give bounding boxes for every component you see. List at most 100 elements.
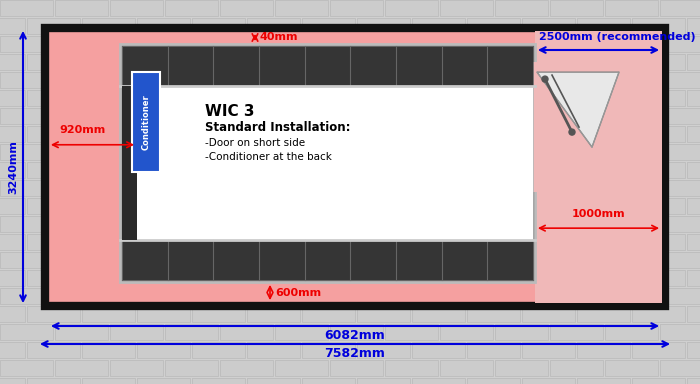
Bar: [137, 270, 190, 286]
Bar: [385, 144, 438, 160]
Bar: [165, 0, 218, 16]
Bar: [440, 0, 493, 16]
Bar: [577, 54, 630, 70]
Bar: [27, 306, 80, 322]
Bar: [357, 234, 410, 250]
Bar: [330, 252, 383, 268]
Bar: [330, 36, 383, 52]
Bar: [165, 36, 218, 52]
Bar: [55, 0, 108, 16]
Bar: [357, 162, 410, 178]
Bar: [137, 198, 190, 214]
Bar: [440, 360, 493, 376]
Text: 1000mm: 1000mm: [572, 209, 625, 219]
Bar: [0, 306, 25, 322]
Bar: [467, 126, 520, 142]
Bar: [275, 36, 328, 52]
Bar: [412, 126, 465, 142]
Bar: [275, 72, 328, 88]
Bar: [55, 144, 108, 160]
Bar: [385, 0, 438, 16]
Bar: [495, 288, 548, 304]
Bar: [0, 270, 25, 286]
Bar: [82, 378, 135, 384]
Bar: [357, 90, 410, 106]
Bar: [605, 72, 658, 88]
Bar: [302, 54, 355, 70]
Bar: [55, 360, 108, 376]
Bar: [165, 180, 218, 196]
Bar: [192, 54, 245, 70]
Bar: [412, 162, 465, 178]
Bar: [632, 126, 685, 142]
Bar: [275, 288, 328, 304]
Bar: [55, 360, 108, 376]
Bar: [165, 180, 218, 196]
Bar: [82, 126, 135, 142]
Bar: [550, 252, 603, 268]
Bar: [137, 342, 190, 358]
Bar: [0, 234, 25, 250]
Bar: [385, 288, 438, 304]
Bar: [577, 306, 630, 322]
Bar: [687, 342, 700, 358]
Bar: [357, 306, 410, 322]
Bar: [220, 324, 273, 340]
Bar: [247, 54, 300, 70]
Bar: [385, 360, 438, 376]
Bar: [55, 216, 108, 232]
Bar: [550, 36, 603, 52]
Bar: [220, 144, 273, 160]
Bar: [522, 126, 575, 142]
Bar: [110, 288, 163, 304]
Bar: [82, 306, 135, 322]
Bar: [385, 108, 438, 124]
Bar: [220, 72, 273, 88]
Bar: [275, 216, 328, 232]
Bar: [192, 306, 245, 322]
Bar: [467, 378, 520, 384]
Bar: [412, 54, 465, 70]
Bar: [275, 324, 328, 340]
Polygon shape: [537, 72, 619, 147]
Bar: [330, 144, 383, 160]
Bar: [605, 216, 658, 232]
Bar: [27, 126, 80, 142]
Bar: [247, 234, 300, 250]
Bar: [302, 306, 355, 322]
Bar: [247, 162, 300, 178]
Bar: [27, 234, 80, 250]
Bar: [550, 324, 603, 340]
Bar: [132, 72, 160, 172]
Bar: [137, 234, 190, 250]
Bar: [412, 306, 465, 322]
Bar: [55, 144, 108, 160]
Bar: [275, 180, 328, 196]
Bar: [192, 162, 245, 178]
Bar: [55, 252, 108, 268]
Bar: [632, 162, 685, 178]
Bar: [385, 324, 438, 340]
Bar: [357, 198, 410, 214]
Bar: [165, 144, 218, 160]
Bar: [357, 162, 410, 178]
Bar: [247, 126, 300, 142]
Bar: [330, 324, 383, 340]
Bar: [192, 18, 245, 34]
Bar: [110, 72, 163, 88]
Bar: [330, 180, 383, 196]
Bar: [522, 234, 575, 250]
Bar: [275, 0, 328, 16]
Bar: [550, 36, 603, 52]
Bar: [385, 288, 438, 304]
Bar: [550, 0, 603, 16]
Bar: [522, 198, 575, 214]
Bar: [137, 306, 190, 322]
Bar: [275, 72, 328, 88]
Bar: [165, 72, 218, 88]
Bar: [0, 234, 25, 250]
Bar: [0, 144, 53, 160]
Bar: [192, 234, 245, 250]
Bar: [55, 72, 108, 88]
Bar: [440, 288, 493, 304]
